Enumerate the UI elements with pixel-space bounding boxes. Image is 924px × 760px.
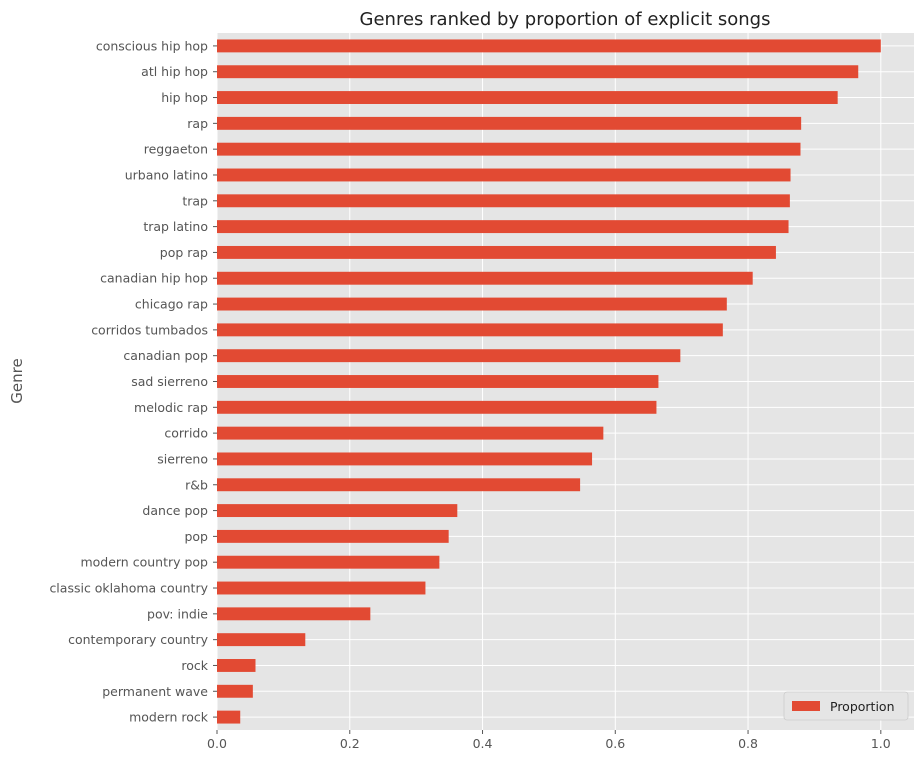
y-tick-label: canadian pop <box>123 348 208 363</box>
bar <box>217 142 801 156</box>
y-tick-label: pop rap <box>160 245 208 260</box>
bar <box>217 478 581 492</box>
legend-box <box>783 691 909 721</box>
bar <box>217 116 802 130</box>
bar <box>217 452 593 466</box>
y-tick-label: conscious hip hop <box>96 38 208 53</box>
bar <box>217 375 659 388</box>
y-tick-label: dance pop <box>142 503 208 518</box>
bar <box>217 659 256 672</box>
bar <box>217 504 458 518</box>
bars <box>217 39 881 724</box>
bar <box>217 555 440 569</box>
bar <box>217 581 426 595</box>
y-tick-label: rock <box>181 658 208 673</box>
y-tick-label: pov: indie <box>147 606 208 621</box>
y-tick-label: hip hop <box>161 90 208 105</box>
bar <box>217 194 790 208</box>
bar <box>217 426 604 440</box>
bar <box>217 323 723 337</box>
y-tick-label: trap <box>182 193 208 208</box>
y-tick-label: urbano latino <box>125 167 208 182</box>
x-tick-labels: 0.0 0.2 0.4 0.6 0.8 1.0 <box>207 730 891 751</box>
bar <box>217 91 838 104</box>
y-tick-label: trap latino <box>143 219 208 234</box>
y-tick-label: contemporary country <box>68 632 209 647</box>
y-tick-labels: conscious hip hop atl hip hop hip hop rap re… <box>49 38 217 725</box>
bar <box>217 400 657 414</box>
y-tick-label: canadian hip hop <box>100 271 208 286</box>
y-tick-label: melodic rap <box>134 400 208 415</box>
y-tick-label: rap <box>187 116 208 131</box>
bar <box>217 607 371 621</box>
legend-swatch <box>792 701 820 711</box>
bar <box>217 271 753 285</box>
y-tick-label: corridos tumbados <box>91 322 208 337</box>
y-axis-label: Genre <box>8 358 26 403</box>
bar <box>217 220 789 234</box>
y-tick-label: r&b <box>185 477 208 492</box>
y-tick-label: sierreno <box>157 451 208 466</box>
bar <box>217 349 681 363</box>
y-tick-label: pop <box>184 529 208 544</box>
y-tick-label: modern rock <box>129 710 209 725</box>
bar <box>217 684 253 698</box>
x-tick-label: 1.0 <box>871 736 891 751</box>
x-tick-label: 0.4 <box>473 736 493 751</box>
legend: Proportion <box>783 691 909 721</box>
y-tick-label: sad sierreno <box>131 374 208 389</box>
x-tick-label: 0.2 <box>340 736 360 751</box>
bar <box>217 39 881 53</box>
bar <box>217 710 241 724</box>
y-tick-label: corrido <box>164 426 208 441</box>
legend-label: Proportion <box>830 699 895 714</box>
bar <box>217 297 727 311</box>
y-tick-label: reggaeton <box>144 142 208 157</box>
y-tick-label: chicago rap <box>135 297 208 312</box>
bar <box>217 168 791 182</box>
y-tick-label: permanent wave <box>102 684 208 699</box>
y-tick-label: classic oklahoma country <box>49 581 208 596</box>
chart-title: Genres ranked by proportion of explicit … <box>360 9 771 30</box>
bar <box>217 633 306 647</box>
bar <box>217 65 859 79</box>
y-tick-label: atl hip hop <box>141 64 208 79</box>
x-tick-label: 0.0 <box>207 736 227 751</box>
x-tick-label: 0.8 <box>738 736 758 751</box>
bar <box>217 245 776 259</box>
bar <box>217 529 449 543</box>
y-tick-label: modern country pop <box>80 555 208 570</box>
x-tick-label: 0.6 <box>605 736 625 751</box>
